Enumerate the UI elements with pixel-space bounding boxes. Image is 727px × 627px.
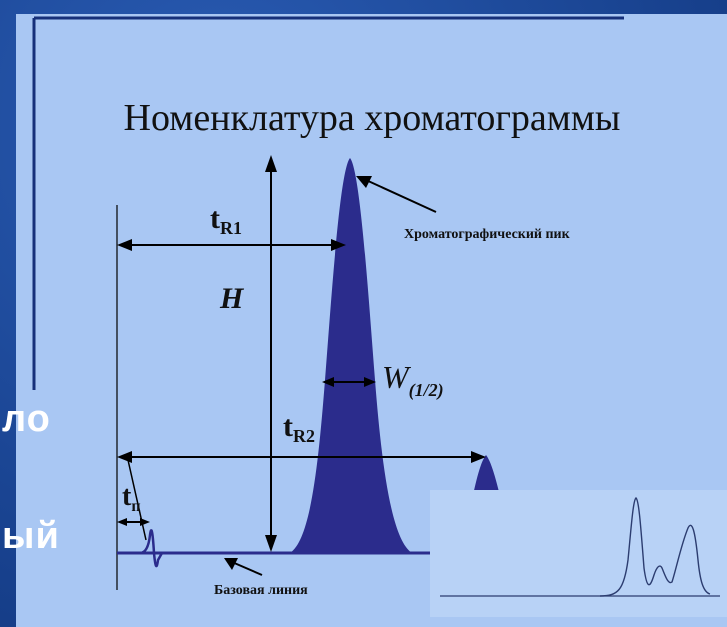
height-arrow-head-top [265,155,277,172]
diagram-title: Номенклатура хроматограммы [124,97,621,139]
tr1-arrow-head-left [117,239,132,251]
dead-time-peak [139,529,164,568]
label-h: H [219,282,245,315]
overlay-word-2: ый [2,515,60,557]
label-tr1: tR1 [210,202,242,238]
tr2-arrow-head-right [471,451,486,463]
width-arrow-head-right [364,377,376,387]
main-peak [290,158,412,553]
tr1-arrow-head-right [331,239,346,251]
height-arrow-head-bottom [265,535,277,552]
width-arrow-head-left [322,377,334,387]
label-w-half: W(1/2) [382,359,444,401]
t0-arrow-head-left [117,518,127,526]
mini-chart-panel [430,490,727,617]
label-tr2: tR2 [283,410,315,446]
t0-diagonal-line [127,459,147,541]
mini-chart-trace [599,497,711,597]
label-peak: Хроматографический пик [404,227,571,242]
label-baseline: Базовая линия [214,583,308,598]
baseline-pointer-line [231,561,263,576]
overlay-word-1: ло [2,398,51,440]
label-t0: tп [122,481,141,515]
peak-pointer-line [365,179,437,213]
peak-pointer-head [356,176,372,188]
baseline-pointer-head [224,558,238,570]
